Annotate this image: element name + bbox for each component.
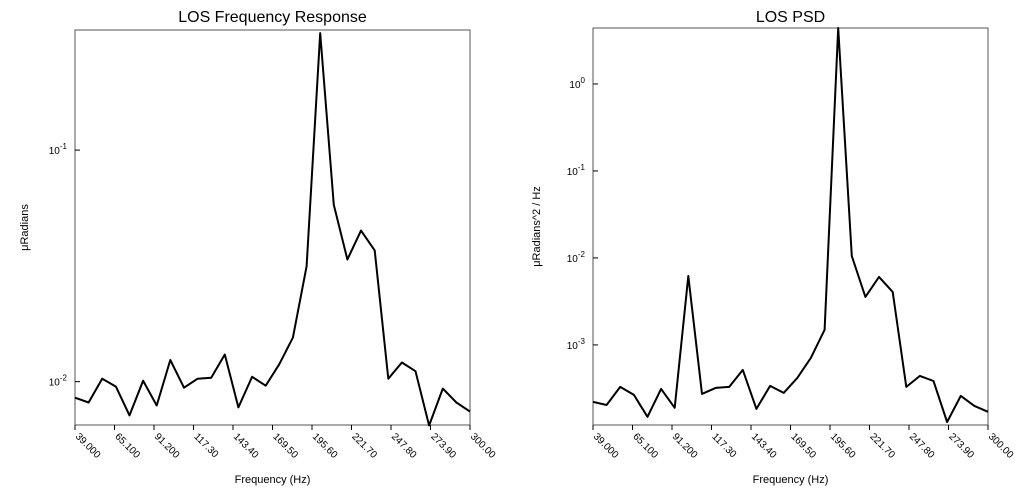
x-tick-label: 91.200 (152, 431, 182, 461)
x-tick-label: 65.100 (630, 431, 660, 461)
x-tick-label: 247.80 (907, 431, 937, 461)
x-tick-label: 117.30 (709, 431, 738, 460)
x-tick-label: 300.00 (468, 431, 498, 461)
x-tick-label: 169.50 (270, 431, 300, 461)
x-tick-label: 221.70 (349, 431, 379, 461)
y-axis-label: μRadians (19, 204, 31, 251)
data-line (592, 27, 989, 423)
data-line (74, 32, 471, 427)
y-tick-label: 10-1 (49, 142, 68, 157)
x-axis-label: Frequency (Hz) (235, 474, 311, 486)
x-tick-label: 273.90 (428, 431, 458, 461)
x-tick-label: 39.000 (591, 431, 621, 461)
x-tick-label: 143.40 (749, 431, 779, 461)
x-axis-label: Frequency (Hz) (753, 474, 829, 486)
x-tick-label: 300.00 (986, 431, 1016, 461)
x-tick-label: 273.90 (946, 431, 976, 461)
y-axis-label: μRadians^2 / Hz (531, 186, 543, 267)
x-tick-label: 221.70 (867, 431, 897, 461)
chart-title: LOS PSD (756, 9, 825, 26)
y-tick-label: 10-2 (567, 250, 586, 265)
x-tick-label: 247.80 (389, 431, 419, 461)
chart-title: LOS Frequency Response (178, 9, 367, 26)
y-tick-label: 10-1 (567, 163, 586, 178)
x-tick-label: 195.60 (828, 431, 858, 461)
plot-frame (592, 27, 989, 426)
x-tick-label: 169.50 (788, 431, 818, 461)
x-tick-label: 117.30 (191, 431, 220, 460)
x-tick-label: 143.40 (231, 431, 261, 461)
x-tick-label: 195.60 (310, 431, 340, 461)
x-tick-label: 39.000 (73, 431, 103, 461)
y-tick-label: 100 (569, 76, 585, 91)
plot-frame (74, 29, 471, 426)
x-tick-label: 91.200 (670, 431, 700, 461)
y-tick-label: 10-3 (567, 337, 586, 352)
y-tick-label: 10-2 (49, 374, 68, 389)
x-tick-label: 65.100 (112, 431, 142, 461)
